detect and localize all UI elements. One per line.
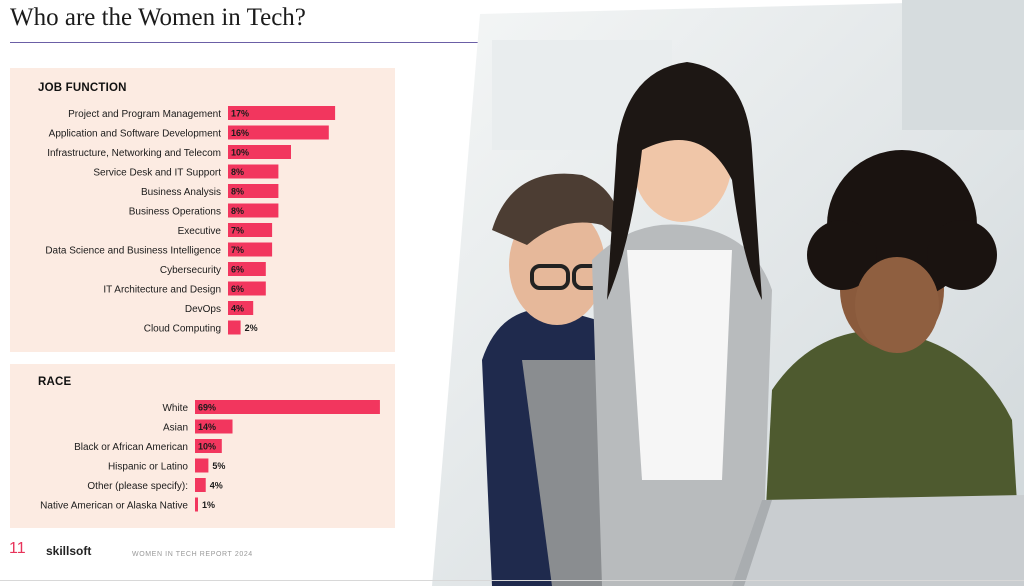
bar-value-label: 4% [231, 304, 244, 314]
bar-value-label: 17% [231, 109, 249, 119]
category-label: DevOps [185, 304, 221, 315]
bar [195, 400, 380, 414]
category-label: Business Analysis [141, 187, 221, 198]
title-divider [10, 42, 698, 43]
bar [195, 478, 206, 492]
category-label: Infrastructure, Networking and Telecom [47, 148, 221, 159]
bar-value-label: 16% [231, 128, 249, 138]
page-title: Who are the Women in Tech? [10, 4, 306, 31]
bar [228, 223, 273, 237]
bar [195, 419, 233, 434]
women-in-tech-photo [432, 0, 1024, 586]
bar [228, 106, 336, 120]
bar-value-label: 6% [231, 284, 244, 294]
bar-value-label: 2% [245, 323, 258, 333]
bar [195, 458, 209, 473]
job-function-heading: JOB FUNCTION [38, 82, 127, 94]
bar [228, 125, 329, 140]
race-panel: RACE White 69% Asian 14% Black or African Am… [10, 364, 395, 528]
category-label: Asian [163, 423, 188, 434]
bar [228, 281, 266, 296]
bar-value-label: 7% [231, 245, 244, 255]
bar-value-label: 10% [198, 442, 216, 452]
category-label: Application and Software Development [49, 129, 222, 140]
skillsoft-logo: skillsoft [46, 544, 92, 558]
job-function-chart: Project and Program Management 17% Applica… [45, 106, 336, 335]
bar [228, 301, 254, 315]
category-label: Native American or Alaska Native [40, 501, 188, 512]
bar [228, 242, 273, 257]
race-heading: RACE [38, 376, 72, 388]
category-label: Business Operations [129, 207, 221, 218]
bar [195, 497, 198, 512]
bar [228, 145, 291, 159]
bottom-divider [0, 580, 1024, 581]
bar-value-label: 8% [231, 206, 244, 216]
bar [228, 184, 279, 198]
bar-value-label: 4% [210, 481, 223, 491]
category-label: Black or African American [74, 442, 188, 453]
report-name: WOMEN IN TECH REPORT 2024 [132, 551, 253, 558]
job-function-panel: JOB FUNCTION Project and Program Managem… [10, 68, 395, 352]
bar-value-label: 8% [231, 187, 244, 197]
bar-value-label: 6% [231, 265, 244, 275]
category-label: White [162, 403, 188, 414]
category-label: Executive [178, 226, 222, 237]
category-label: Service Desk and IT Support [93, 168, 221, 179]
category-label: IT Architecture and Design [103, 285, 221, 296]
category-label: Project and Program Management [68, 109, 221, 120]
bar-value-label: 5% [212, 461, 225, 471]
bar [195, 439, 222, 453]
category-label: Cloud Computing [144, 324, 221, 335]
bar-value-label: 69% [198, 403, 216, 413]
bar-value-label: 14% [198, 422, 216, 432]
bar [228, 320, 241, 335]
category-label: Other (please specify): [87, 481, 188, 492]
bar-value-label: 8% [231, 167, 244, 177]
category-label: Hispanic or Latino [108, 462, 188, 473]
bar-value-label: 7% [231, 226, 244, 236]
category-label: Cybersecurity [160, 265, 221, 276]
bar-value-label: 10% [231, 148, 249, 158]
bar [228, 164, 279, 179]
bar [228, 203, 279, 218]
bar [228, 262, 266, 276]
page-number: 11 [9, 540, 26, 557]
bar-value-label: 1% [202, 500, 215, 510]
category-label: Data Science and Business Intelligence [45, 246, 221, 257]
race-chart: White 69% Asian 14% Black or African America… [40, 400, 380, 512]
